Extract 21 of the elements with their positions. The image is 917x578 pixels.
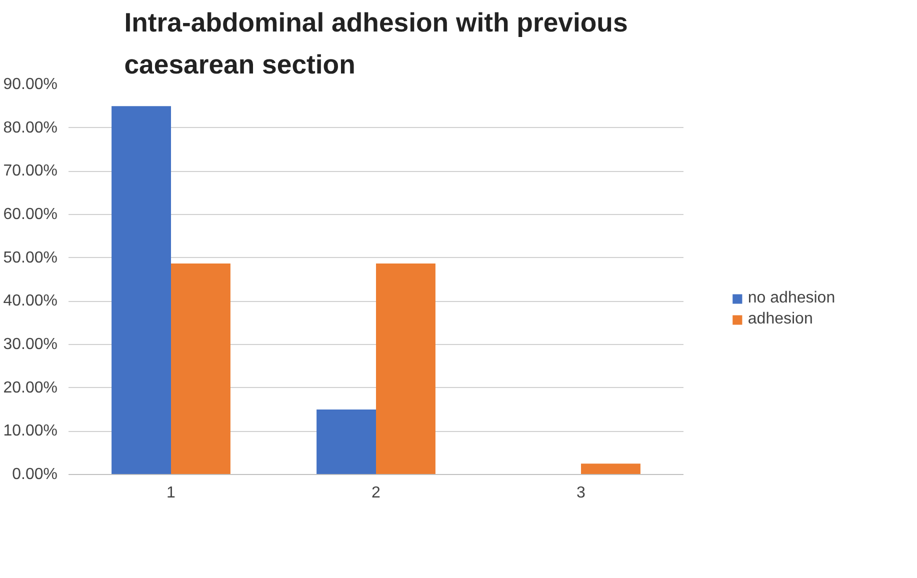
y-tick-label: 10.00% [3,422,58,440]
chart-title: Intra-abdominal adhesion with previous caesarean section [124,8,628,80]
legend-label: no adhesion [748,290,836,308]
y-tick-label: 20.00% [3,379,58,396]
y-tick-label: 40.00% [3,292,58,310]
y-tick-label: 80.00% [3,119,58,136]
bar [581,464,640,474]
bar [376,263,436,474]
y-tick-label: 50.00% [3,249,58,266]
y-tick-label: 60.00% [3,206,58,223]
x-tick-label: 1 [166,484,176,502]
legend-label: adhesion [748,310,813,328]
x-tick-label: 3 [576,484,586,502]
y-tick-label: 90.00% [3,76,58,93]
bar [316,410,376,474]
bar [171,263,230,474]
y-tick-label: 30.00% [3,336,58,353]
y-tick-label: 70.00% [3,162,58,180]
x-tick-label: 2 [372,484,381,502]
bar [112,106,171,474]
y-tick-label: 0.00% [12,466,58,483]
